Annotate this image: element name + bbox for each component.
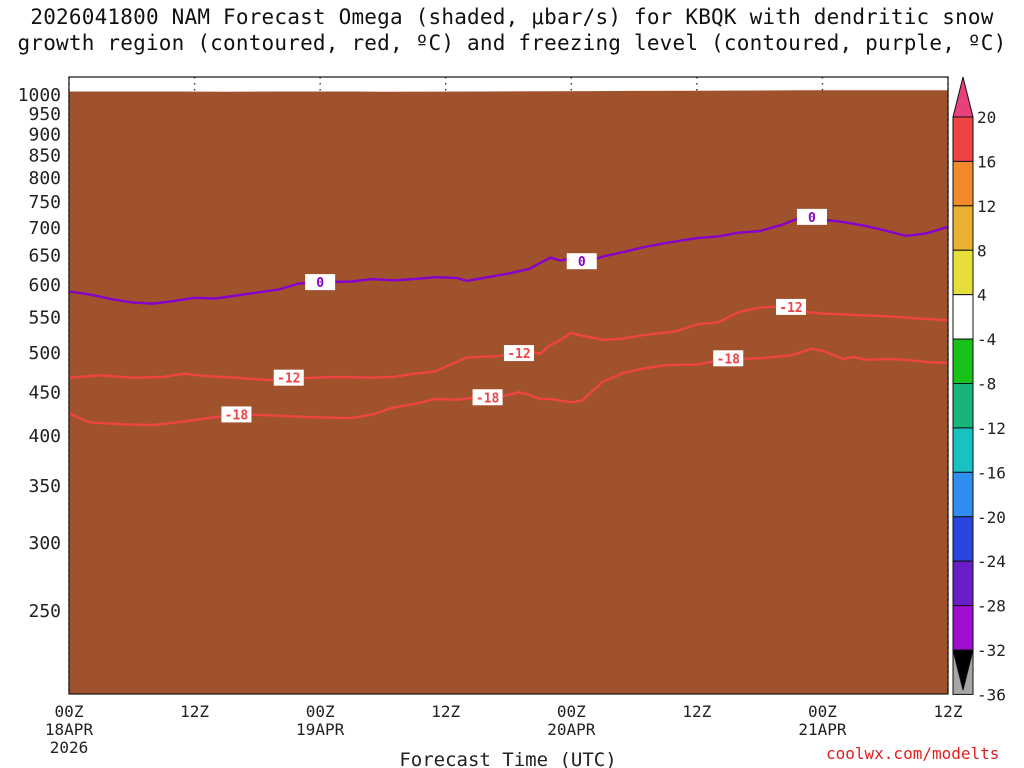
colorbar-label: 12 [977, 197, 996, 216]
y-tick-label: 850 [28, 146, 61, 167]
colorbar-label: -28 [977, 597, 1006, 616]
colorbar-label: 8 [977, 241, 987, 260]
contour-label: 0 [808, 211, 816, 226]
y-tick-label: 700 [28, 218, 61, 239]
chart-title-line1: 2026041800 NAM Forecast Omega (shaded, μ… [30, 5, 994, 29]
contour-label-bg [713, 350, 744, 367]
x-tick-date-label: 18APR [45, 720, 94, 739]
colorbar-label: -32 [977, 641, 1006, 660]
colorbar-label: -8 [977, 375, 996, 394]
colorbar-label: 16 [977, 152, 996, 171]
colorbar-segment [952, 338, 974, 385]
contour-label: -18 [476, 391, 500, 406]
colorbar-segment [952, 249, 974, 296]
colorbar-top-arrow [952, 76, 974, 118]
colorbar-segment [952, 383, 974, 429]
x-tick-label: 12Z [934, 702, 963, 721]
colorbar-label: -36 [977, 685, 1006, 704]
x-tick-label: 12Z [431, 702, 460, 721]
colorbar-segment [952, 205, 974, 251]
colorbar-segment [952, 560, 974, 607]
colorbar-label: -24 [977, 552, 1006, 571]
colorbar-label: -12 [977, 419, 1006, 438]
colorbar-segment [952, 427, 974, 473]
y-tick-label: 950 [28, 104, 61, 125]
y-tick-label: 500 [28, 343, 61, 364]
y-tick-label: 750 [28, 192, 61, 213]
contour-label: -18 [225, 408, 249, 423]
y-tick-label: 650 [28, 245, 61, 266]
contour-label: -12 [507, 347, 530, 362]
x-tick-date-label: 19APR [296, 720, 345, 739]
contour-label: 0 [316, 276, 324, 291]
plot-frame [68, 76, 949, 695]
contour-label-bg [305, 274, 336, 291]
chart-title-line2: growth region (contoured, red, ºC) and f… [17, 31, 1007, 55]
y-tick-label: 400 [28, 426, 61, 447]
x-tick-label: 12Z [180, 702, 209, 721]
contour-label: -18 [717, 352, 741, 367]
y-tick-label: 800 [28, 168, 61, 189]
colorbar-label: -4 [977, 330, 996, 349]
contour-label-bg [796, 208, 827, 225]
colorbar-label: -16 [977, 463, 1006, 482]
x-tick-label: 00Z [808, 702, 837, 721]
y-tick-label: 550 [28, 308, 61, 329]
contour-label: -12 [779, 301, 802, 316]
x-tick-label: 12Z [682, 702, 711, 721]
colorbar-segment [952, 294, 974, 340]
colorbar-segment [952, 471, 974, 518]
x-tick-year-label: 2026 [50, 738, 89, 757]
surface-terrain [69, 90, 948, 695]
colorbar-label: -20 [977, 508, 1006, 527]
colorbar-label: 4 [977, 286, 987, 305]
website-credit: coolwx.com/modelts [826, 744, 1000, 763]
x-tick-date-label: 20APR [547, 720, 596, 739]
x-axis-title: Forecast Time (UTC) [399, 749, 616, 768]
contour-label-bg [776, 298, 807, 315]
colorbar-segment [952, 116, 974, 162]
contour-line [68, 216, 949, 305]
contour-label: 0 [578, 255, 586, 270]
y-tick-label: 250 [28, 601, 61, 622]
colorbar-bottom-arrow [952, 649, 974, 691]
contour-line [68, 347, 949, 427]
y-tick-label: 300 [28, 533, 61, 554]
contour-label: -12 [277, 372, 300, 387]
y-tick-label: 600 [28, 275, 61, 296]
x-tick-date-label: 21APR [798, 720, 847, 739]
contour-label-bg [566, 253, 597, 270]
colorbar-segment [952, 516, 974, 562]
colorbar-label: 20 [977, 108, 996, 127]
colorbar: 20 16 12 8 4 -4 -8 -12 -16 -20 -24 -28 -32 -36 [952, 76, 1006, 704]
contour-label-bg [273, 369, 304, 386]
colorbar-segment [952, 605, 974, 651]
y-axis-labels: 2503003504004505005506006507007508008509… [18, 85, 61, 622]
contour-label-bg [503, 345, 534, 362]
contour-label-bg [221, 406, 252, 423]
y-tick-label: 350 [28, 476, 61, 497]
colorbar-segment [952, 160, 974, 207]
y-tick-label: 1000 [18, 85, 61, 106]
y-tick-label: 450 [28, 382, 61, 403]
x-tick-label: 00Z [557, 702, 586, 721]
x-tick-label: 00Z [55, 702, 84, 721]
x-tick-label: 00Z [306, 702, 335, 721]
contour-label-bg [472, 389, 503, 406]
y-tick-label: 900 [28, 124, 61, 145]
contour-lines: -18 -18 -18 -12 -12 -12 0 0 0 [68, 208, 949, 427]
